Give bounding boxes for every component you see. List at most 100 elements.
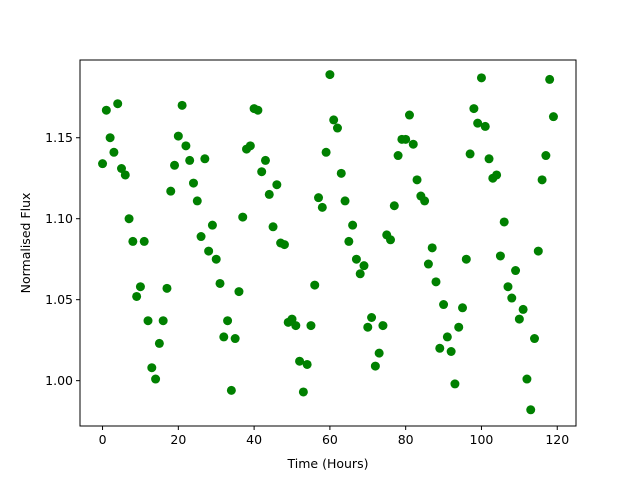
y-tick-label: 1.00	[45, 373, 73, 388]
data-point	[480, 121, 490, 131]
data-point	[541, 151, 551, 161]
data-point	[124, 214, 134, 224]
data-point	[404, 110, 414, 120]
data-point	[461, 254, 471, 264]
data-point	[166, 186, 176, 196]
data-point	[537, 175, 547, 185]
data-point	[439, 300, 449, 310]
data-point	[507, 293, 517, 303]
data-point	[446, 347, 456, 357]
data-point	[135, 282, 145, 292]
data-point	[492, 170, 502, 180]
data-point	[147, 363, 157, 373]
data-point	[268, 222, 278, 232]
data-point	[473, 118, 483, 128]
data-point	[386, 235, 396, 245]
data-point	[279, 240, 289, 250]
data-point	[238, 212, 248, 222]
data-point	[533, 246, 543, 256]
data-point	[101, 105, 111, 115]
x-tick-label: 80	[398, 432, 414, 447]
data-point	[484, 154, 494, 164]
x-tick-label: 100	[470, 432, 494, 447]
data-point	[226, 385, 236, 395]
data-point	[158, 316, 168, 326]
data-point	[192, 196, 202, 206]
data-point	[344, 236, 354, 246]
data-point	[98, 159, 108, 169]
data-point	[310, 280, 320, 290]
data-point	[329, 115, 339, 125]
data-point	[272, 180, 282, 190]
data-point	[295, 356, 305, 366]
data-point	[181, 141, 191, 151]
data-point	[260, 155, 270, 165]
data-point	[185, 155, 195, 165]
y-tick-label: 1.05	[45, 292, 73, 307]
data-point	[132, 291, 142, 301]
data-point	[458, 303, 468, 313]
data-point	[291, 321, 301, 331]
data-point	[113, 99, 123, 109]
data-point	[431, 277, 441, 287]
data-point	[378, 321, 388, 331]
data-point	[530, 334, 540, 344]
data-point	[401, 134, 411, 144]
data-point	[245, 141, 255, 151]
data-point	[420, 196, 430, 206]
data-point	[374, 348, 384, 358]
data-point	[177, 100, 187, 110]
data-point	[321, 147, 331, 157]
data-point	[230, 334, 240, 344]
data-point	[211, 254, 221, 264]
data-point	[423, 259, 433, 269]
data-point	[454, 322, 464, 332]
data-point	[207, 220, 217, 230]
data-point	[408, 139, 418, 149]
data-point	[340, 196, 350, 206]
data-point	[151, 374, 161, 384]
x-tick-label: 40	[246, 432, 262, 447]
data-point	[306, 321, 316, 331]
data-point	[170, 160, 180, 170]
data-point	[264, 189, 274, 199]
data-point	[314, 193, 324, 203]
data-point	[427, 243, 437, 253]
data-point	[348, 220, 358, 230]
data-point	[196, 232, 206, 242]
data-point	[109, 147, 119, 157]
x-tick-label: 0	[99, 432, 107, 447]
data-point	[548, 112, 558, 122]
data-point	[325, 70, 335, 80]
data-point	[359, 261, 369, 271]
data-point	[495, 251, 505, 261]
x-axis-label: Time (Hours)	[287, 456, 369, 471]
y-tick-label: 1.15	[45, 130, 73, 145]
data-point	[154, 338, 164, 348]
y-axis-label: Normalised Flux	[18, 193, 33, 294]
data-point	[450, 379, 460, 389]
data-point	[219, 332, 229, 342]
data-point	[223, 316, 233, 326]
data-point	[120, 170, 130, 180]
data-point	[257, 167, 267, 177]
data-point	[435, 343, 445, 353]
data-point	[514, 314, 524, 324]
data-point	[393, 151, 403, 161]
x-tick-label: 20	[170, 432, 186, 447]
data-point	[188, 178, 198, 188]
data-point	[336, 168, 346, 178]
data-point	[518, 304, 528, 314]
data-point	[465, 149, 475, 159]
data-point	[143, 316, 153, 326]
data-point	[412, 175, 422, 185]
data-point	[545, 74, 555, 84]
data-point	[139, 236, 149, 246]
data-point	[200, 154, 210, 164]
data-point	[367, 312, 377, 322]
x-tick-label: 120	[545, 432, 569, 447]
data-point	[162, 283, 172, 293]
data-point	[105, 133, 115, 143]
data-point	[215, 278, 225, 288]
